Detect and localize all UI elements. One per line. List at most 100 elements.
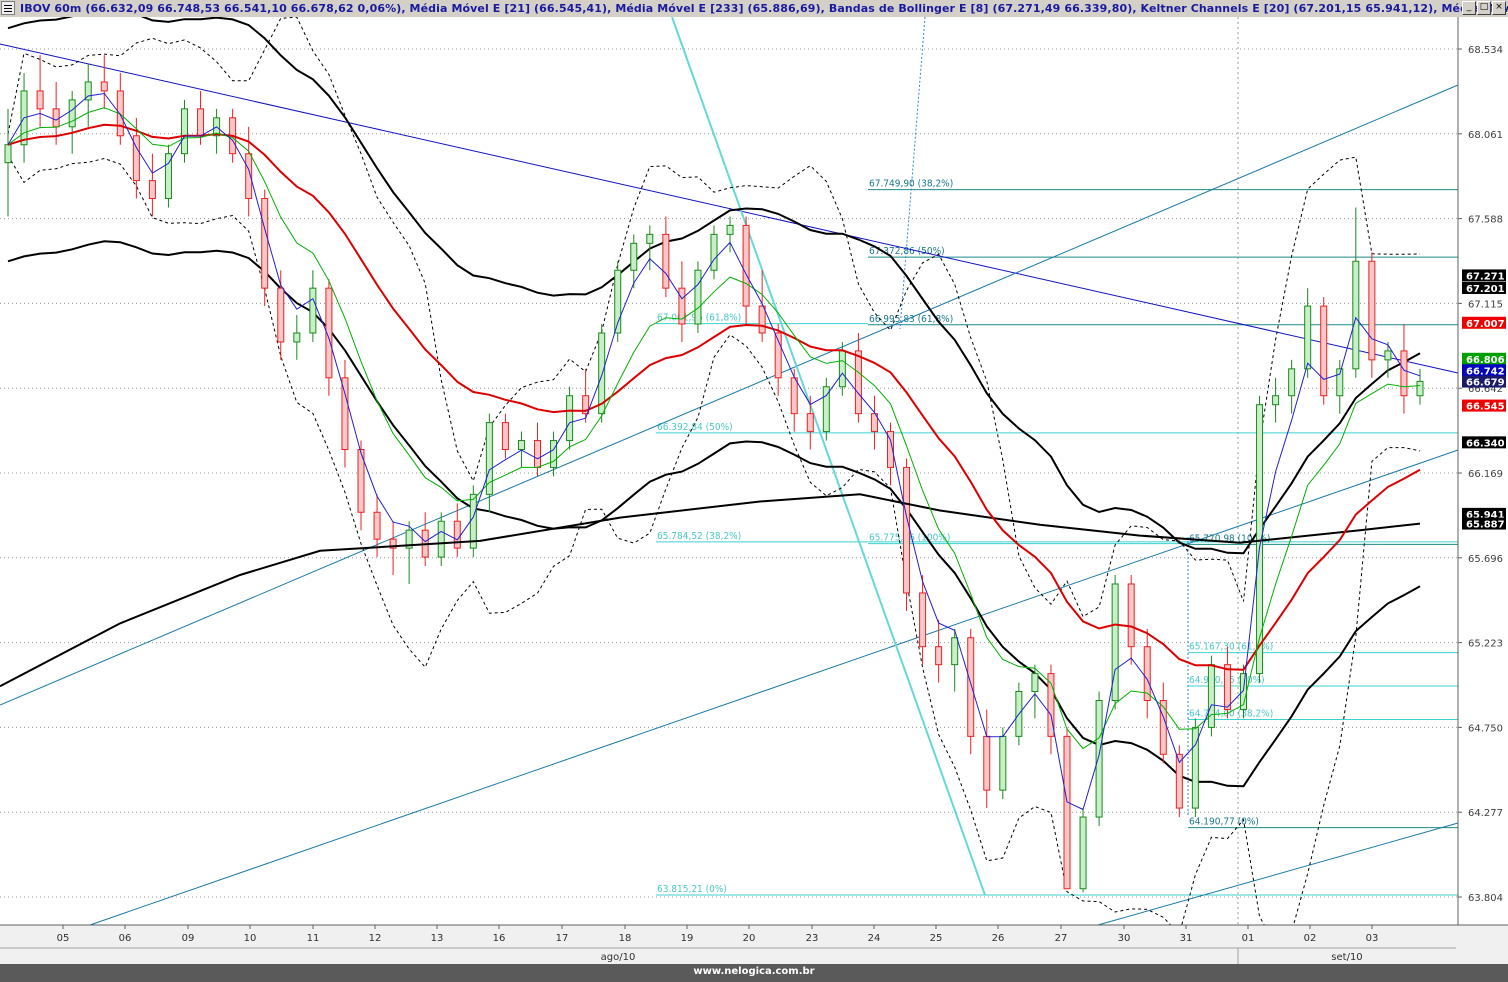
candle-body [903,466,911,594]
y-tick-label: 67.588 [1468,215,1503,226]
price-chart[interactable]: 67.749,90 (38,2%) 67.372,86 (50%) 66.995,8… [0,17,1508,964]
candle-body [245,153,253,200]
candle-body [389,538,397,549]
candle-body [277,287,285,343]
price-tag-label: 66.679 [1466,378,1505,389]
candle-body [517,440,525,451]
candle-body [710,233,718,271]
x-tick-label: 26 [992,933,1005,944]
x-tick-label: 25 [930,933,943,944]
candle-body [36,90,44,110]
candle-body [582,395,590,415]
price-tag-label: 66.806 [1466,355,1505,366]
candle-body [646,233,654,244]
candle-body [148,180,156,200]
candle-body [806,413,814,433]
chart-title: IBOV 60m (66.632,09 66.748,53 66.541,10 … [20,2,1508,15]
x-tick-label: 30 [1118,933,1131,944]
x-tick-label: 10 [244,933,257,944]
candle-body [999,735,1007,791]
ema-8-line [7,107,1421,750]
candle-body [1095,700,1103,818]
price-tag [1462,352,1506,365]
candle-body [100,81,108,92]
footer-url: www.nelogica.com.br [693,966,815,977]
candle-body [357,449,365,513]
candle-body [261,198,269,289]
candle-body [870,413,878,433]
fibonacci-label: 64.190,77 (0%) [1189,817,1259,828]
candle-body [678,287,686,325]
candle-body [1256,404,1264,675]
price-tag [1462,399,1506,412]
resistance-trendline [0,43,1459,374]
x-tick-label: 11 [307,933,320,944]
x-tick-label: 03 [1366,933,1379,944]
candle-body [1079,816,1087,890]
candle-body [1384,350,1392,361]
price-tag-label: 66.340 [1466,438,1505,449]
price-tag [1462,375,1506,388]
candle-body [469,493,477,549]
price-tag [1462,436,1506,449]
candle-body [293,332,301,343]
close-icon[interactable]: × [1492,1,1506,15]
candle-body [1336,368,1344,397]
candle-body [614,269,622,334]
candle-body [983,735,991,791]
candle-body [630,242,638,271]
candle-body [373,511,381,540]
x-tick-label: 20 [743,933,756,944]
x-axis-panel [0,925,1508,964]
y-tick-label: 63.804 [1468,893,1503,904]
fibonacci-label: 64.794,00 (38,2%) [1189,709,1273,720]
candle-body [774,332,782,379]
channel-upper-trendline [0,84,1459,706]
fibonacci-label: 63.815,21 (0%) [657,884,727,895]
candle-body [566,395,574,442]
candle-body [550,440,558,468]
maximize-icon[interactable]: □ [1477,1,1491,15]
candle-body [758,305,766,334]
channel-middle-trendline [89,449,1459,926]
y-tick-label: 68.061 [1468,130,1503,141]
candle-body [325,287,333,379]
candle-body [1031,673,1039,693]
x-tick-label: 24 [868,933,881,944]
price-tag-label: 67.007 [1466,319,1505,330]
candle-body [919,592,927,648]
price-tag [1462,517,1506,530]
candle-body [1272,395,1280,406]
ema-short-line [7,92,1421,811]
price-tag [1462,316,1506,329]
y-tick-label: 66.642 [1468,384,1503,395]
candle-body [1207,664,1215,728]
chart-menu-icon[interactable] [1,1,15,15]
minimize-icon[interactable]: _ [1462,1,1476,15]
bollinger-lower-band [7,155,1421,946]
x-tick-label: 16 [493,933,506,944]
candle-body [309,287,317,334]
x-tick-label: 01 [1242,933,1255,944]
bollinger-upper-band [7,17,1421,618]
x-tick-label: 17 [556,933,569,944]
candle-body [822,386,830,433]
candle-body [181,108,188,155]
candle-body [694,269,702,325]
fibonacci-label: 65.770,98 (100%) [1189,533,1270,544]
candle-body [598,332,606,415]
fibonacci-label: 65.784,52 (38,2%) [657,531,741,542]
candle-body [854,350,862,415]
fibonacci-label: 66.392,84 (50%) [657,422,733,433]
y-tick-label: 64.750 [1468,723,1503,734]
candle-body [164,153,172,200]
candle-body [742,224,750,307]
x-tick-label: 13 [431,933,444,944]
price-tag [1462,281,1506,294]
candle-body [951,637,959,666]
candle-body [132,135,140,182]
y-tick-label: 65.223 [1468,639,1503,650]
y-tick-label: 67.115 [1468,299,1503,310]
candle-body [1175,753,1183,809]
x-tick-label: 27 [1055,933,1068,944]
